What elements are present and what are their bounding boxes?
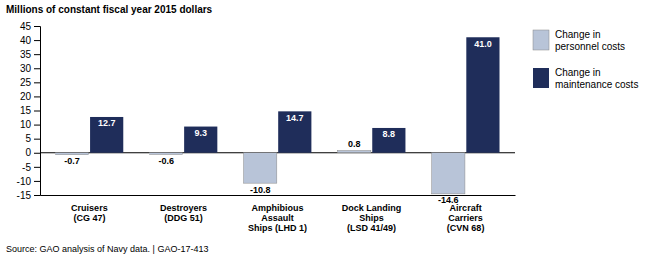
x-tick-label: Cruisers(CG 47) [71, 203, 108, 223]
y-tick: 10 [20, 119, 40, 130]
y-tick-mark [34, 181, 40, 182]
y-tick-mark [34, 26, 40, 27]
y-tick-label: 30 [20, 63, 32, 74]
data-label: 9.3 [194, 128, 207, 138]
bar [278, 111, 311, 152]
y-tick-mark [34, 82, 40, 83]
y-tick-mark [34, 40, 40, 41]
data-label: -10.8 [250, 185, 271, 195]
y-tick-label: 15 [20, 105, 32, 116]
y-tick-mark [34, 111, 40, 112]
y-tick-label: 20 [20, 91, 32, 102]
y-tick: 25 [20, 77, 40, 88]
x-axis: Cruisers(CG 47) Destroyers(DDG 51) Amphibi… [41, 195, 516, 233]
y-tick-mark [34, 125, 40, 126]
y-axis: -15 -10 -5 0 5 10 15 20 25 30 35 40 45 [17, 21, 41, 201]
y-tick: -15 [17, 190, 40, 201]
y-tick-mark [34, 167, 40, 168]
legend-label: Change inpersonnel costs [555, 29, 625, 52]
bar [90, 117, 123, 153]
legend: Change inpersonnel costs Change inmainten… [533, 29, 638, 90]
bar [184, 127, 217, 153]
x-tick-label: AircraftCarriers(CVN 68) [447, 203, 485, 233]
y-tick-label: 40 [20, 35, 32, 46]
legend-item: Change inpersonnel costs [533, 29, 625, 52]
bar [466, 37, 499, 152]
chart: -15 -10 -5 0 5 10 15 20 25 30 35 40 45 Cruisers(CG 47… [0, 0, 650, 257]
bar [244, 153, 277, 183]
data-label: -14.6 [438, 195, 459, 205]
bar [55, 153, 88, 155]
data-label: -0.6 [158, 156, 174, 166]
plot: -15 -10 -5 0 5 10 15 20 25 30 35 40 45 Cruisers(CG 47… [17, 21, 516, 233]
legend-swatch [533, 30, 549, 50]
data-labels: -0.7 -0.6 -10.8 0.8 -14.6 12.7 9.3 14.7 8.8 41.0 [64, 39, 491, 206]
bar [338, 150, 371, 152]
x-tick: Destroyers(DDG 51) [160, 195, 207, 223]
legend-item: Change inmaintenance costs [533, 67, 638, 90]
data-label: 14.7 [286, 113, 304, 123]
y-tick: 5 [25, 133, 40, 144]
x-tick-label: Destroyers(DDG 51) [160, 203, 207, 223]
y-tick: 45 [20, 21, 40, 32]
annotation: Source: GAO analysis of Navy data. | GAO… [6, 244, 208, 254]
x-tick-label: Dock LandingShips(LSD 41/49) [342, 203, 402, 233]
y-tick-label: 35 [20, 49, 32, 60]
bar [432, 153, 465, 194]
data-label: 41.0 [474, 39, 492, 49]
y-tick: 15 [20, 105, 40, 116]
bars [55, 37, 499, 194]
y-tick-label: -15 [17, 190, 32, 201]
y-tick-label: -5 [22, 162, 31, 173]
y-tick: -10 [17, 176, 40, 187]
data-label: -0.7 [64, 156, 80, 166]
y-tick: 35 [20, 49, 40, 60]
y-tick: 40 [20, 35, 40, 46]
y-tick-mark [34, 96, 40, 97]
y-tick: -5 [22, 162, 40, 173]
bar [150, 153, 183, 155]
y-axis-title: Millions of constant fiscal year 2015 do… [6, 4, 213, 15]
x-tick-label: AmphibiousAssaultShips (LHD 1) [248, 203, 307, 233]
data-label: 0.8 [348, 139, 361, 149]
y-tick-label: 10 [20, 119, 32, 130]
y-axis-line [34, 27, 41, 196]
y-tick: 30 [20, 63, 40, 74]
y-tick-label: 25 [20, 77, 32, 88]
legend-label: Change inmaintenance costs [555, 67, 638, 90]
y-tick-mark [34, 68, 40, 69]
data-label: 12.7 [98, 118, 116, 128]
y-tick-label: 5 [25, 133, 31, 144]
data-label: 8.8 [383, 129, 396, 139]
y-tick-mark [34, 195, 40, 196]
y-tick-label: 0 [25, 147, 31, 158]
y-tick-mark [34, 153, 40, 154]
x-tick: AmphibiousAssaultShips (LHD 1) [248, 195, 307, 233]
x-tick: Dock LandingShips(LSD 41/49) [342, 195, 402, 233]
y-tick: 0 [25, 147, 40, 158]
y-tick-label: -10 [17, 176, 32, 187]
y-tick: 20 [20, 91, 40, 102]
y-tick-label: 45 [20, 21, 32, 32]
legend-swatch [533, 68, 549, 88]
y-tick-mark [34, 139, 40, 140]
bar [372, 128, 405, 153]
x-tick: Cruisers(CG 47) [71, 195, 108, 223]
y-tick-mark [34, 54, 40, 55]
